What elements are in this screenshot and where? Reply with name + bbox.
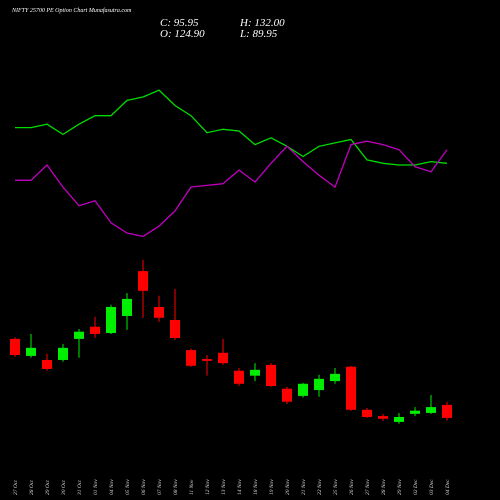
x-tick-label: 02 Dec [413, 479, 419, 495]
x-tick-label: 28 Oct [29, 480, 35, 495]
indicator-line [15, 89, 448, 166]
candle-body [26, 347, 36, 356]
candle-body [394, 416, 404, 422]
candle-body [154, 307, 164, 318]
candle-body [314, 378, 324, 391]
x-tick-label: 18 Nov [253, 479, 259, 495]
candle-body [106, 307, 116, 334]
candle-body [138, 271, 148, 291]
x-tick-label: 25 Nov [333, 479, 339, 495]
candle-body [362, 409, 372, 417]
x-tick-label: 04 Dec [444, 479, 451, 495]
indicator-line [15, 140, 448, 238]
candle-body [218, 352, 228, 364]
candle-body [122, 298, 132, 316]
x-tick-label: 31 Oct [77, 480, 83, 496]
x-tick-label: 29 Oct [45, 480, 51, 495]
x-tick-label: 08 Nov [173, 479, 179, 495]
x-tick-label: 14 Nov [236, 479, 243, 495]
x-tick-label: 27 Nov [365, 479, 371, 495]
x-tick-label: 19 Nov [269, 479, 275, 495]
candle-body [42, 359, 52, 369]
candle-body [282, 388, 292, 402]
x-tick-label: 29 Nov [397, 479, 403, 495]
x-tick-label: 20 Nov [285, 479, 291, 495]
x-tick-label: 21 Nov [301, 479, 307, 495]
x-tick-label: 22 Nov [317, 479, 323, 495]
x-tick-label: 30 Oct [61, 480, 67, 496]
candle-body [378, 416, 388, 419]
candle-body [298, 383, 308, 396]
x-tick-label: 06 Nov [141, 479, 147, 495]
x-tick-label: 03 Dec [429, 479, 435, 495]
x-tick-label: 26 Nov [349, 479, 355, 495]
candle-body [90, 326, 100, 334]
candle-body [58, 347, 68, 360]
high-info: H: 132.00 [239, 17, 285, 29]
candle-body [410, 410, 420, 414]
close-info: C: 95.95 [160, 17, 199, 29]
candle-body [250, 369, 260, 376]
candle-body [186, 350, 196, 366]
candle-body [266, 364, 276, 387]
candle-body [426, 407, 436, 413]
open-info: O: 124.90 [160, 28, 205, 40]
x-tick-label: 12 Nov [205, 479, 211, 495]
candle-body [346, 366, 356, 410]
candle-body [170, 320, 180, 338]
x-tick-label: 27 Oct [13, 480, 19, 495]
candle-body [74, 331, 84, 339]
candle-body [330, 373, 340, 382]
x-tick-label: 11 Nov [189, 479, 195, 495]
x-tick-label: 01 Nov [93, 479, 99, 495]
candle-body [234, 370, 244, 384]
chart-title: NIFTY 25700 PE Option Chart Munafasutra.… [11, 7, 132, 14]
x-tick-label: 04 Nov [108, 479, 115, 495]
x-tick-label: 28 Nov [381, 479, 387, 495]
candle-body [442, 404, 452, 418]
x-tick-label: 07 Nov [157, 479, 163, 495]
x-tick-label: 05 Nov [125, 479, 131, 495]
candle-body [202, 359, 212, 361]
x-tick-label: 13 Nov [221, 479, 227, 495]
low-info: L: 89.95 [239, 28, 278, 40]
candle-body [10, 338, 20, 356]
